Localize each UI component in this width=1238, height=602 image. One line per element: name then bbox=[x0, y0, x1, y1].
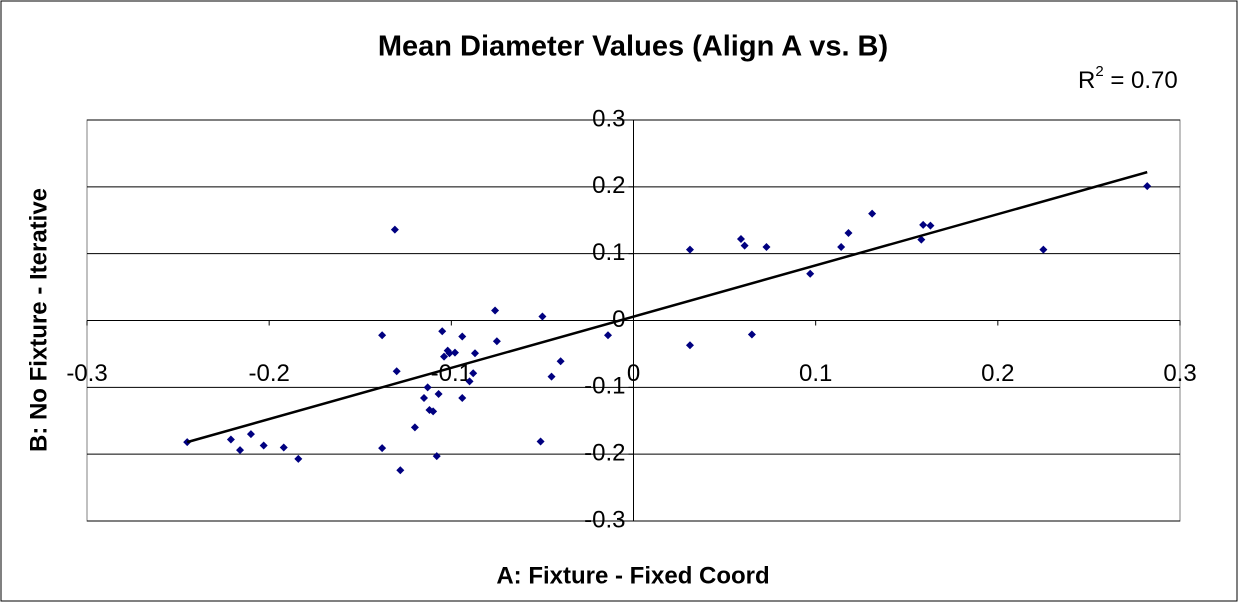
y-tick-label: 0.2 bbox=[592, 172, 625, 199]
point bbox=[844, 228, 853, 237]
point bbox=[926, 221, 935, 230]
point bbox=[556, 357, 565, 366]
point bbox=[458, 332, 467, 341]
y-tick-label: -0.1 bbox=[584, 373, 625, 400]
point bbox=[685, 245, 694, 254]
point bbox=[740, 241, 749, 250]
point bbox=[747, 330, 756, 339]
point bbox=[434, 390, 443, 399]
chart-title: Mean Diameter Values (Align A vs. B) bbox=[378, 31, 888, 63]
point bbox=[445, 349, 454, 358]
point bbox=[762, 242, 771, 251]
point bbox=[603, 331, 612, 340]
point bbox=[469, 369, 478, 378]
point bbox=[410, 423, 419, 432]
point bbox=[392, 367, 401, 376]
point bbox=[868, 209, 877, 218]
point bbox=[420, 394, 429, 403]
point bbox=[491, 306, 500, 315]
point bbox=[736, 234, 745, 243]
point bbox=[458, 394, 467, 403]
y-tick-label: 0.1 bbox=[592, 239, 625, 266]
y-tick-label: -0.2 bbox=[584, 440, 625, 467]
point bbox=[226, 435, 235, 444]
trendline bbox=[186, 170, 1148, 444]
x-tick-label: -0.3 bbox=[66, 360, 107, 387]
r-squared-rest: = 0.70 bbox=[1104, 67, 1178, 94]
point bbox=[538, 312, 547, 321]
r-squared-base: R bbox=[1078, 67, 1095, 94]
point bbox=[450, 348, 459, 357]
point bbox=[259, 441, 268, 450]
x-tick-label: -0.2 bbox=[248, 360, 289, 387]
point bbox=[236, 446, 245, 455]
point bbox=[547, 372, 556, 381]
point bbox=[423, 383, 432, 392]
r-squared-sup: 2 bbox=[1095, 63, 1103, 80]
point bbox=[536, 437, 545, 446]
point bbox=[440, 352, 449, 361]
point bbox=[378, 331, 387, 340]
x-tick-label: 0.1 bbox=[799, 360, 832, 387]
point bbox=[1039, 245, 1048, 254]
y-tick-label: -0.3 bbox=[584, 506, 625, 533]
point bbox=[438, 327, 447, 336]
point bbox=[429, 407, 438, 416]
point bbox=[279, 443, 288, 452]
x-tick-label: 0.3 bbox=[1163, 360, 1196, 387]
x-axis-label: A: Fixture - Fixed Coord bbox=[496, 562, 769, 589]
point bbox=[378, 444, 387, 453]
x-tick-label: 0.2 bbox=[981, 360, 1014, 387]
point bbox=[432, 452, 441, 461]
point bbox=[685, 341, 694, 350]
point bbox=[1143, 182, 1152, 191]
r-squared: R2 = 0.70 bbox=[1078, 63, 1178, 94]
y-tick-label: 0 bbox=[612, 306, 625, 333]
point bbox=[837, 242, 846, 251]
point bbox=[246, 430, 255, 439]
point bbox=[492, 337, 501, 346]
point bbox=[917, 235, 926, 244]
y-axis-label: B: No Fixture - Iterative bbox=[25, 188, 52, 452]
point bbox=[465, 377, 474, 386]
point bbox=[294, 454, 303, 463]
point bbox=[396, 466, 405, 475]
point bbox=[390, 225, 399, 234]
point bbox=[806, 269, 815, 278]
y-tick-label: 0.3 bbox=[592, 105, 625, 132]
point bbox=[471, 349, 480, 358]
point bbox=[919, 220, 928, 229]
